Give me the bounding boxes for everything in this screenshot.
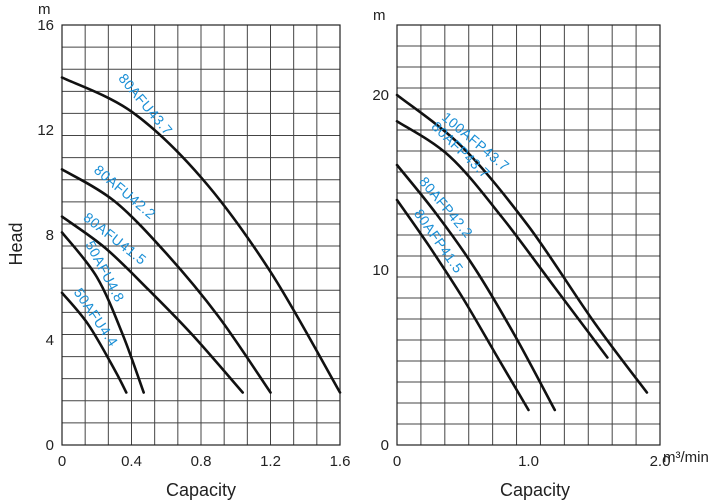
y-tick-label: 12 [37,122,54,139]
left-x-axis-title: Capacity [166,480,236,500]
x-tick-label: 0.8 [191,453,212,470]
y-tick-label: 16 [37,17,54,34]
x-tick-label: 2.0 [650,453,671,470]
series-curve [395,163,557,412]
series-curve [60,291,128,394]
left-chart-grid [61,24,341,446]
y-tick-label: 10 [372,262,389,279]
series-curve [395,120,609,359]
plot-frame [61,24,341,446]
y-tick-label: 0 [381,437,389,454]
y-tick-label: 8 [46,227,54,244]
right-x-axis-title: Capacity [500,480,570,500]
right-chart-grid [396,24,661,446]
right-x-unit: m³/min [663,449,709,466]
series-curve [60,76,342,394]
y-tick-label: 20 [372,87,389,104]
plot-frame [396,24,661,446]
series-label: 80AFU43.7 [115,70,176,138]
right-chart-ticks: 0 1.0 2.0 0 10 20 [372,87,670,470]
x-tick-label: 1.6 [330,453,351,470]
right-chart-curves [395,93,649,412]
right-y-unit: m [373,7,386,24]
y-tick-label: 4 [46,332,54,349]
series-curve [60,168,272,394]
y-tick-label: 0 [46,437,54,454]
left-chart-panel: 80AFU43.780AFU42.280AFU41.550AFU4.850AFU… [6,1,350,500]
x-tick-label: 1.2 [260,453,281,470]
x-tick-label: 0.4 [121,453,142,470]
left-chart-ticks: 0 0.4 0.8 1.2 1.6 0 4 8 12 16 [37,17,350,470]
series-curve [395,198,530,412]
series-curve [60,215,244,394]
series-curve [395,93,649,394]
x-tick-label: 0 [393,453,401,470]
left-y-unit: m [38,1,51,18]
left-y-axis-title: Head [6,222,26,265]
left-chart-curves [60,76,342,394]
x-tick-label: 1.0 [518,453,539,470]
series-curve [60,231,145,394]
x-tick-label: 0 [58,453,66,470]
